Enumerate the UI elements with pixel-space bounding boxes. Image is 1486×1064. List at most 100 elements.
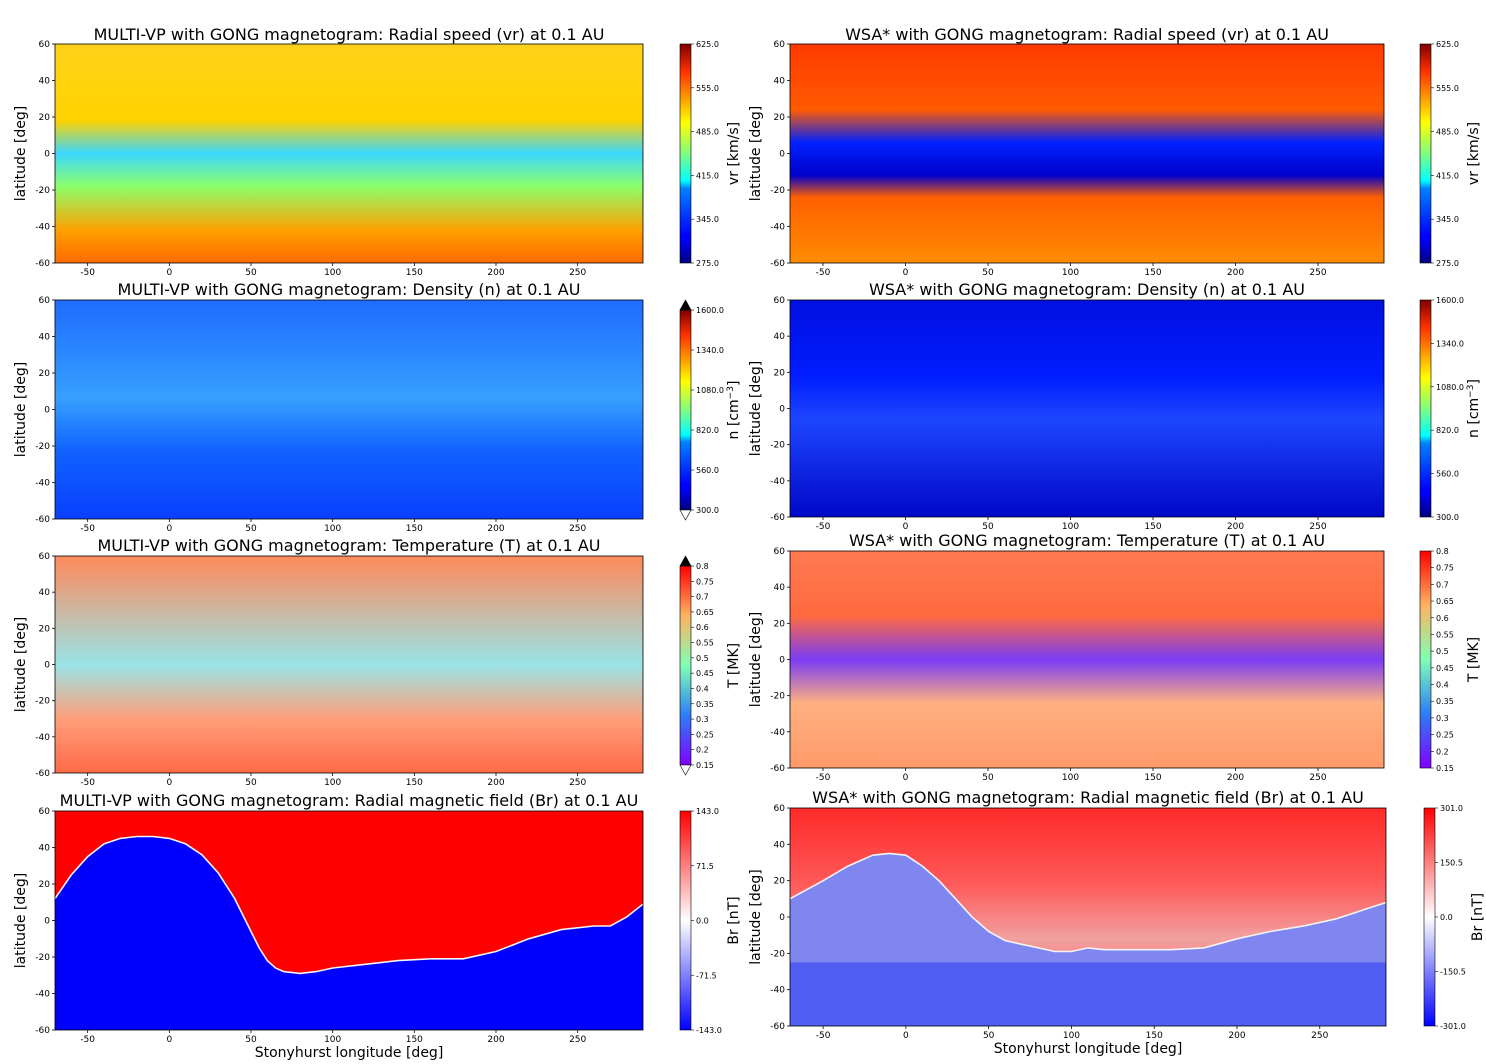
colorbar-tick-label: 0.4 [1436,681,1449,690]
colorbar-tick-label: 0.75 [696,577,714,586]
colorbar-tick-label: -71.5 [696,971,717,980]
x-tick-label: -50 [816,1031,831,1041]
y-tick-label: -60 [35,1026,50,1036]
x-tick-label: -50 [80,778,95,788]
colorbar-extend-max [679,555,692,567]
colorbar-tick-label: 555.0 [1436,84,1459,93]
colorbar-tick-label: 0.6 [1436,614,1449,623]
x-tick-label: 200 [1228,1031,1245,1041]
y-tick-label: -20 [35,953,50,963]
y-tick-label: 0 [44,661,50,671]
x-tick-label: 100 [324,1035,341,1045]
panel-br-multivp: MULTI-VP with GONG magnetogram: Radial m… [13,791,742,1061]
x-tick-label: 200 [487,778,504,788]
x-tick-label: 100 [1062,773,1079,783]
strong-negative-band [790,962,1386,1026]
colorbar-gradient [679,309,692,511]
y-tick-label: 40 [774,583,786,593]
x-tick-label: -50 [80,268,95,278]
x-tick-label: 0 [166,1035,172,1045]
colorbar-tick-label: 415.0 [696,171,719,180]
colorbar-label: n [cm−3] [726,381,742,440]
colorbar-tick-label: 0.65 [1436,597,1454,606]
colorbar-tick-label: 0.3 [696,715,709,724]
x-tick-label: 100 [324,778,341,788]
x-tick-label: -50 [80,524,95,534]
y-tick-label: -40 [770,986,785,996]
panel-vr-multivp: MULTI-VP with GONG magnetogram: Radial s… [13,25,742,278]
heatmap-field [55,44,643,263]
y-tick-label: 0 [44,917,50,927]
y-tick-label: 60 [39,807,51,817]
colorbar-label: T [MK] [726,643,742,689]
panel-title: WSA* with GONG magnetogram: Radial speed… [845,25,1329,44]
colorbar: 625.0 555.0 485.0 415.0 345.0 275.0 vr [km/s] [1419,40,1482,268]
y-tick-label: 40 [39,77,51,87]
x-tick-label: 200 [1227,522,1244,532]
y-tick-label: -60 [770,1022,785,1032]
y-tick-label: 20 [39,369,51,379]
colorbar: 0.8 0.75 0.7 0.65 0.6 0.55 0.5 0.45 0.4 0.35 0.3 0.… [1419,547,1482,773]
colorbar-tick-label: 0.65 [696,608,714,617]
heatmap-field [55,556,643,773]
y-tick-label: -20 [35,442,50,452]
x-tick-label: 150 [1146,1031,1163,1041]
colorbar-extend-min [679,509,692,521]
colorbar-extend-max [679,299,692,311]
y-tick-label: 40 [39,333,51,343]
y-tick-label: -40 [35,990,50,1000]
colorbar-tick-label: 0.25 [1436,731,1454,740]
x-tick-label: 150 [1144,773,1161,783]
colorbar-tick-label: 555.0 [696,84,719,93]
y-tick-label: -20 [770,441,785,451]
y-tick-label: -60 [35,515,50,525]
colorbar-tick-label: 71.5 [696,862,714,871]
colorbar-gradient [679,810,692,1031]
colorbar-tick-label: 0.15 [1436,764,1454,773]
x-tick-label: 0 [903,268,909,278]
y-tick-label: -60 [35,259,50,269]
y-tick-label: 40 [774,332,786,342]
x-tick-label: 150 [1144,522,1161,532]
colorbar-extend-min [679,764,692,776]
colorbar-label: n [cm−3] [1466,379,1482,438]
x-tick-label: 50 [245,524,257,534]
y-tick-label: 40 [774,77,786,87]
y-tick-label: 20 [774,619,786,629]
colorbar-tick-label: 300.0 [1436,513,1459,522]
negative-polarity-region [55,836,643,1030]
colorbar: 301.0 150.5 0.0 -150.5 -301.0 Br [nT] [1423,804,1486,1031]
colorbar-tick-label: 0.2 [1436,747,1449,756]
y-tick-label: -40 [35,223,50,233]
panel-title: MULTI-VP with GONG magnetogram: Radial m… [60,791,639,810]
x-tick-label: 50 [245,1035,257,1045]
panel-title: WSA* with GONG magnetogram: Radial magne… [812,788,1364,807]
neutral-line [789,852,1387,953]
y-tick-label: 20 [774,877,786,887]
colorbar-tick-label: 0.8 [1436,547,1449,556]
y-tick-label: -20 [770,949,785,959]
colorbar-tick-label: 1080.0 [696,386,724,395]
colorbar-tick-label: 820.0 [696,426,719,435]
y-axis-label: latitude [deg] [748,612,764,707]
x-axis-label: Stonyhurst longitude [deg] [255,1045,444,1061]
x-tick-label: 50 [245,778,257,788]
colorbar: 143.0 71.5 0.0 -71.5 -143.0 Br [nT] [679,807,742,1035]
colorbar-tick-label: 415.0 [1436,171,1459,180]
colorbar-tick-label: 345.0 [1436,215,1459,224]
colorbar: 1600.0 1340.0 1080.0 820.0 560.0 300.0 n [cm−3… [679,299,742,521]
y-tick-label: -60 [35,769,50,779]
x-tick-label: 150 [406,268,423,278]
y-tick-label: 60 [774,547,786,557]
colorbar-tick-label: 0.0 [1440,913,1453,922]
x-axis-label: Stonyhurst longitude [deg] [994,1041,1183,1057]
colorbar-tick-label: -301.0 [1440,1022,1466,1031]
x-tick-label: 200 [487,1035,504,1045]
colorbar-tick-label: 0.3 [1436,714,1449,723]
colorbar-tick-label: 345.0 [696,215,719,224]
x-tick-label: 100 [1062,522,1079,532]
colorbar-gradient [1419,550,1432,769]
x-tick-label: 50 [982,773,994,783]
x-tick-label: 150 [406,778,423,788]
colorbar-tick-label: 0.25 [696,730,714,739]
